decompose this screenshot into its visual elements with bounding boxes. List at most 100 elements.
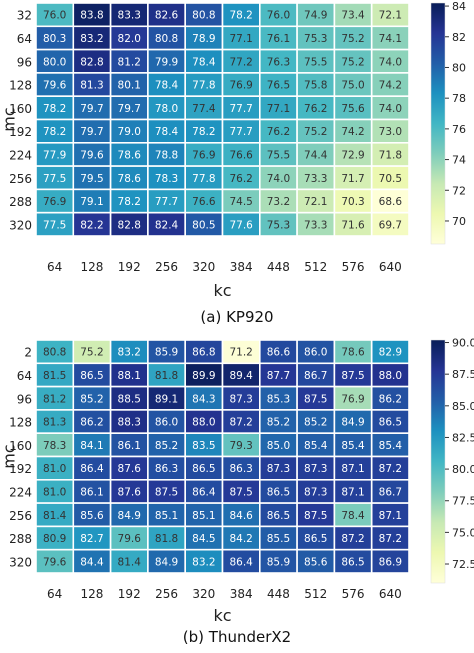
cell-value-label: 84.5: [192, 533, 215, 545]
cell-value-label: 75.5: [267, 149, 290, 161]
cell-value-label: 87.2: [379, 463, 402, 475]
cell-value-label: 71.6: [341, 219, 365, 231]
cell-value-label: 87.2: [379, 533, 402, 545]
cell-value-label: 76.2: [304, 103, 327, 115]
x-tick-label: 512: [304, 260, 327, 274]
cell-value-label: 85.1: [192, 510, 215, 522]
x-tick-label: 128: [80, 587, 103, 601]
cell-value-label: 87.6: [118, 486, 142, 498]
x-tick-label: 192: [118, 587, 141, 601]
cell-value-label: 78.8: [155, 149, 178, 161]
cell-value-label: 75.3: [267, 219, 290, 231]
cell-value-label: 84.9: [341, 417, 364, 429]
cell-value-label: 84.4: [80, 556, 104, 568]
cell-value-label: 78.9: [192, 33, 215, 45]
heatmap-kp920: 76.0 83.8 83.3 82.6 80.8 78.2 76.0 74.9 73.4 72.1…: [0, 0, 466, 326]
cell-value-label: 85.9: [267, 556, 290, 568]
cell-value-label: 77.8: [192, 80, 215, 92]
cell-value-label: 89.9: [192, 370, 215, 382]
cell-value-label: 77.4: [192, 103, 216, 115]
cell-value-label: 77.7: [229, 126, 252, 138]
cell-value-label: 83.5: [192, 440, 215, 452]
heatmap-cell: [370, 548, 410, 574]
cell-value-label: 86.5: [304, 533, 327, 545]
cell-value-label: 85.2: [267, 417, 290, 429]
colorbar-tick-label: 80.0: [452, 463, 474, 476]
cell-value-label: 86.3: [155, 463, 178, 475]
x-tick-label: 64: [47, 260, 62, 274]
cell-value-label: 79.9: [155, 56, 178, 68]
cell-value-label: 84.9: [118, 510, 141, 522]
y-tick-label: 224: [9, 148, 32, 162]
cell-value-label: 70.5: [379, 173, 402, 185]
y-tick-label: 320: [9, 218, 32, 232]
cell-value-label: 84.2: [229, 533, 252, 545]
cell-value-label: 86.0: [155, 417, 178, 429]
colorbar: [430, 339, 446, 584]
cell-value-label: 76.9: [341, 393, 364, 405]
y-tick-label: 128: [9, 79, 32, 93]
heatmap-thunderx2: 80.8 75.2 83.2 85.9 86.8 71.2 86.6 86.0 78.6 82.9…: [0, 337, 474, 646]
x-tick-label: 384: [230, 260, 253, 274]
cell-value-label: 80.1: [118, 80, 141, 92]
cell-value-label: 81.3: [43, 417, 66, 429]
cell-value-label: 74.4: [304, 149, 328, 161]
cell-value-label: 85.5: [267, 533, 290, 545]
cell-value-label: 77.5: [43, 173, 66, 185]
cell-value-label: 78.2: [229, 10, 252, 22]
cell-value-label: 85.2: [155, 440, 178, 452]
y-tick-label: 64: [17, 32, 32, 46]
cell-value-label: 77.7: [155, 196, 178, 208]
cell-value-label: 84.3: [192, 393, 215, 405]
cell-value-label: 81.4: [43, 510, 67, 522]
cell-value-label: 68.6: [379, 196, 403, 208]
colorbar: [430, 2, 446, 245]
cell-value-label: 81.5: [43, 370, 66, 382]
cell-value-label: 73.0: [379, 126, 402, 138]
y-tick-label: 256: [9, 172, 32, 186]
cell-value-label: 74.2: [341, 126, 364, 138]
cell-value-label: 86.7: [379, 486, 402, 498]
colorbar-tick-label: 82: [452, 31, 466, 44]
cell-value-label: 78.2: [118, 196, 141, 208]
cell-value-label: 70.3: [341, 196, 364, 208]
cell-value-label: 84.9: [155, 556, 178, 568]
cell-value-label: 76.9: [43, 196, 66, 208]
cell-value-label: 86.9: [379, 556, 402, 568]
cell-value-label: 77.6: [229, 219, 253, 231]
cell-value-label: 83.8: [80, 10, 103, 22]
colorbar-tick-label: 74: [452, 154, 466, 167]
cell-value-label: 85.4: [304, 440, 328, 452]
cell-value-label: 79.6: [80, 149, 104, 161]
cell-value-label: 78.2: [43, 103, 66, 115]
cell-value-label: 81.8: [155, 370, 178, 382]
cell-value-label: 86.0: [304, 347, 327, 359]
cell-value-label: 87.5: [229, 486, 252, 498]
cell-value-label: 87.5: [155, 486, 178, 498]
cell-value-label: 74.5: [229, 196, 252, 208]
cell-value-label: 86.5: [379, 417, 402, 429]
cell-value-label: 75.2: [341, 56, 364, 68]
cell-value-label: 82.8: [118, 219, 141, 231]
x-tick-label: 576: [342, 587, 365, 601]
cell-value-label: 76.6: [192, 196, 216, 208]
x-tick-label: 320: [192, 587, 215, 601]
cell-value-label: 82.4: [155, 219, 179, 231]
y-tick-label: 288: [9, 195, 32, 209]
cell-value-label: 85.3: [267, 393, 290, 405]
y-tick-label: 2: [24, 346, 32, 360]
cell-value-label: 77.8: [192, 173, 215, 185]
cell-value-label: 76.2: [267, 126, 290, 138]
cell-value-label: 75.2: [341, 33, 364, 45]
cell-value-label: 73.2: [267, 196, 290, 208]
cell-value-label: 72.1: [304, 196, 327, 208]
cell-value-label: 86.2: [379, 393, 402, 405]
cell-value-label: 76.1: [267, 33, 290, 45]
x-tick-label: 448: [267, 260, 290, 274]
cell-value-label: 81.2: [43, 393, 66, 405]
cell-value-label: 76.0: [43, 10, 66, 22]
cell-value-label: 71.2: [229, 347, 252, 359]
cell-value-label: 79.5: [80, 173, 103, 185]
cell-value-label: 83.2: [118, 347, 141, 359]
cell-value-label: 80.8: [43, 347, 66, 359]
